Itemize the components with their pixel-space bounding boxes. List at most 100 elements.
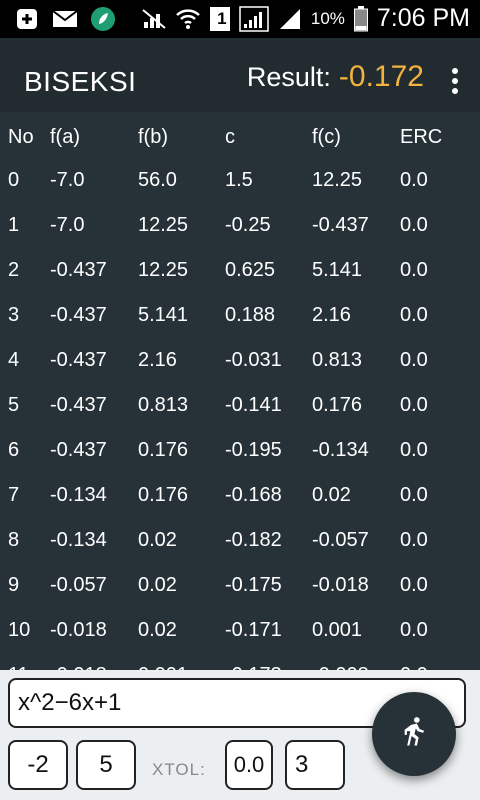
cell-fc: -0.057 (312, 529, 369, 551)
cell-no: 5 (8, 394, 20, 416)
cell-no: 10 (8, 619, 31, 641)
cell-fc: 5.141 (312, 259, 363, 281)
header-fc: f(c) (312, 126, 341, 148)
cell-erc: 0.0 (400, 439, 428, 461)
mute-icon (141, 6, 167, 32)
table-header: No f(a) f(b) c f(c) ERC (0, 112, 480, 157)
cell-fb: 0.02 (138, 574, 177, 596)
overflow-menu-icon[interactable] (450, 68, 460, 94)
cell-fa: -0.437 (50, 394, 107, 416)
cell-fc: 0.02 (312, 484, 351, 506)
lower-bound-input[interactable] (8, 740, 68, 790)
status-bar: 1 10% 7:06 PM (0, 0, 480, 38)
cell-fc: -0.437 (312, 214, 369, 236)
table-row: 7 -0.134 0.176 -0.168 0.02 0.0 (0, 472, 480, 517)
header-c: c (225, 126, 235, 148)
cell-no: 3 (8, 304, 20, 326)
cell-erc: 0.0 (400, 349, 428, 371)
table-row: 1 -7.0 12.25 -0.25 -0.437 0.0 (0, 202, 480, 247)
cell-erc: 0.0 (400, 574, 428, 596)
header-erc: ERC (400, 126, 443, 148)
cell-fb: 0.813 (138, 394, 189, 416)
result-label: Result: (246, 62, 331, 92)
cell-fc: -0.018 (312, 574, 369, 596)
cell-fc: 12.25 (312, 169, 363, 191)
table-row: 10 -0.018 0.02 -0.171 0.001 0.0 (0, 607, 480, 652)
app-bar: BISEKSI Result: -0.172 (0, 38, 480, 112)
cell-fa: -0.437 (50, 304, 107, 326)
cell-c: -0.182 (225, 529, 282, 551)
add-icon (14, 6, 40, 32)
run-icon (397, 715, 431, 754)
iteration-table[interactable]: No f(a) f(b) c f(c) ERC 0 -7.0 56.0 1.5 12.2… (0, 112, 480, 670)
cell-c: -0.031 (225, 349, 282, 371)
cell-fb: 12.25 (138, 259, 189, 281)
cell-fa: -0.134 (50, 529, 107, 551)
result-value: -0.172 (338, 60, 424, 93)
header-fb: f(b) (138, 126, 168, 148)
cell-fc: 0.001 (312, 619, 363, 641)
cell-no: 9 (8, 574, 20, 596)
wifi-icon (175, 6, 201, 32)
cell-erc: 0.0 (400, 214, 428, 236)
table-row: 2 -0.437 12.25 0.625 5.141 0.0 (0, 247, 480, 292)
cell-fc: -0.134 (312, 439, 369, 461)
cell-erc: 0.0 (400, 619, 428, 641)
cell-fb: 0.176 (138, 484, 189, 506)
app-title: BISEKSI (24, 66, 137, 97)
upper-bound-input[interactable] (76, 740, 136, 790)
battery-percent: 10% (310, 8, 345, 28)
cell-fc: 2.16 (312, 304, 351, 326)
cell-c: -0.141 (225, 394, 282, 416)
status-bar-system: 1 10% 7:06 PM (141, 4, 470, 33)
cell-fc: -0.008 (312, 664, 369, 670)
cell-erc: 0.0 (400, 304, 428, 326)
cell-no: 8 (8, 529, 20, 551)
cell-erc: 0.0 (400, 169, 428, 191)
cell-fa: -0.057 (50, 574, 107, 596)
table-row: 4 -0.437 2.16 -0.031 0.813 0.0 (0, 337, 480, 382)
cell-fa: -0.437 (50, 349, 107, 371)
table-row: 11 -0.018 0.001 -0.173 -0.008 0.0 (0, 652, 480, 670)
iterations-input[interactable] (285, 740, 345, 790)
xtol-label: XTOL: (152, 760, 206, 779)
cell-fb: 56.0 (138, 169, 177, 191)
cell-no: 7 (8, 484, 20, 506)
cell-fa: -7.0 (50, 214, 85, 236)
cell-fb: 2.16 (138, 349, 177, 371)
table-row: 5 -0.437 0.813 -0.141 0.176 0.0 (0, 382, 480, 427)
cell-c: -0.195 (225, 439, 282, 461)
run-button[interactable] (372, 692, 456, 776)
cell-fb: 0.001 (138, 664, 188, 670)
cell-c: -0.171 (225, 619, 282, 641)
cell-fb: 0.176 (138, 439, 189, 461)
table-row: 6 -0.437 0.176 -0.195 -0.134 0.0 (0, 427, 480, 472)
sim-icon (209, 6, 231, 32)
cell-c: -0.168 (225, 484, 282, 506)
cell-erc: 0.0 (400, 664, 428, 670)
clock: 7:06 PM (376, 4, 470, 32)
cell-fb: 0.02 (138, 529, 177, 551)
battery-icon (353, 5, 369, 32)
table-body: 0 -7.0 56.0 1.5 12.25 0.0 1 -7.0 12.25 -0.25 -0.43… (0, 157, 480, 670)
table-row: 0 -7.0 56.0 1.5 12.25 0.0 (0, 157, 480, 202)
xtol-input[interactable] (225, 740, 273, 790)
cell-fa: -7.0 (50, 169, 85, 191)
status-bar-notifications (14, 6, 116, 32)
cell-no: 6 (8, 439, 20, 461)
cell-no: 0 (8, 169, 20, 191)
cell-fc: 0.176 (312, 394, 363, 416)
cell-fa: -0.018 (50, 664, 107, 670)
app-leaf-icon (90, 6, 116, 32)
table-row: 3 -0.437 5.141 0.188 2.16 0.0 (0, 292, 480, 337)
cell-no: 11 (8, 664, 29, 670)
cell-no: 2 (8, 259, 20, 281)
cell-c: -0.173 (225, 664, 282, 670)
table-row: 8 -0.134 0.02 -0.182 -0.057 0.0 (0, 517, 480, 562)
cell-c: -0.175 (225, 574, 282, 596)
cell-erc: 0.0 (400, 484, 428, 506)
header-no: No (8, 126, 34, 148)
cell-erc: 0.0 (400, 394, 428, 416)
cell-erc: 0.0 (400, 259, 428, 281)
signal-2-icon (277, 6, 303, 32)
